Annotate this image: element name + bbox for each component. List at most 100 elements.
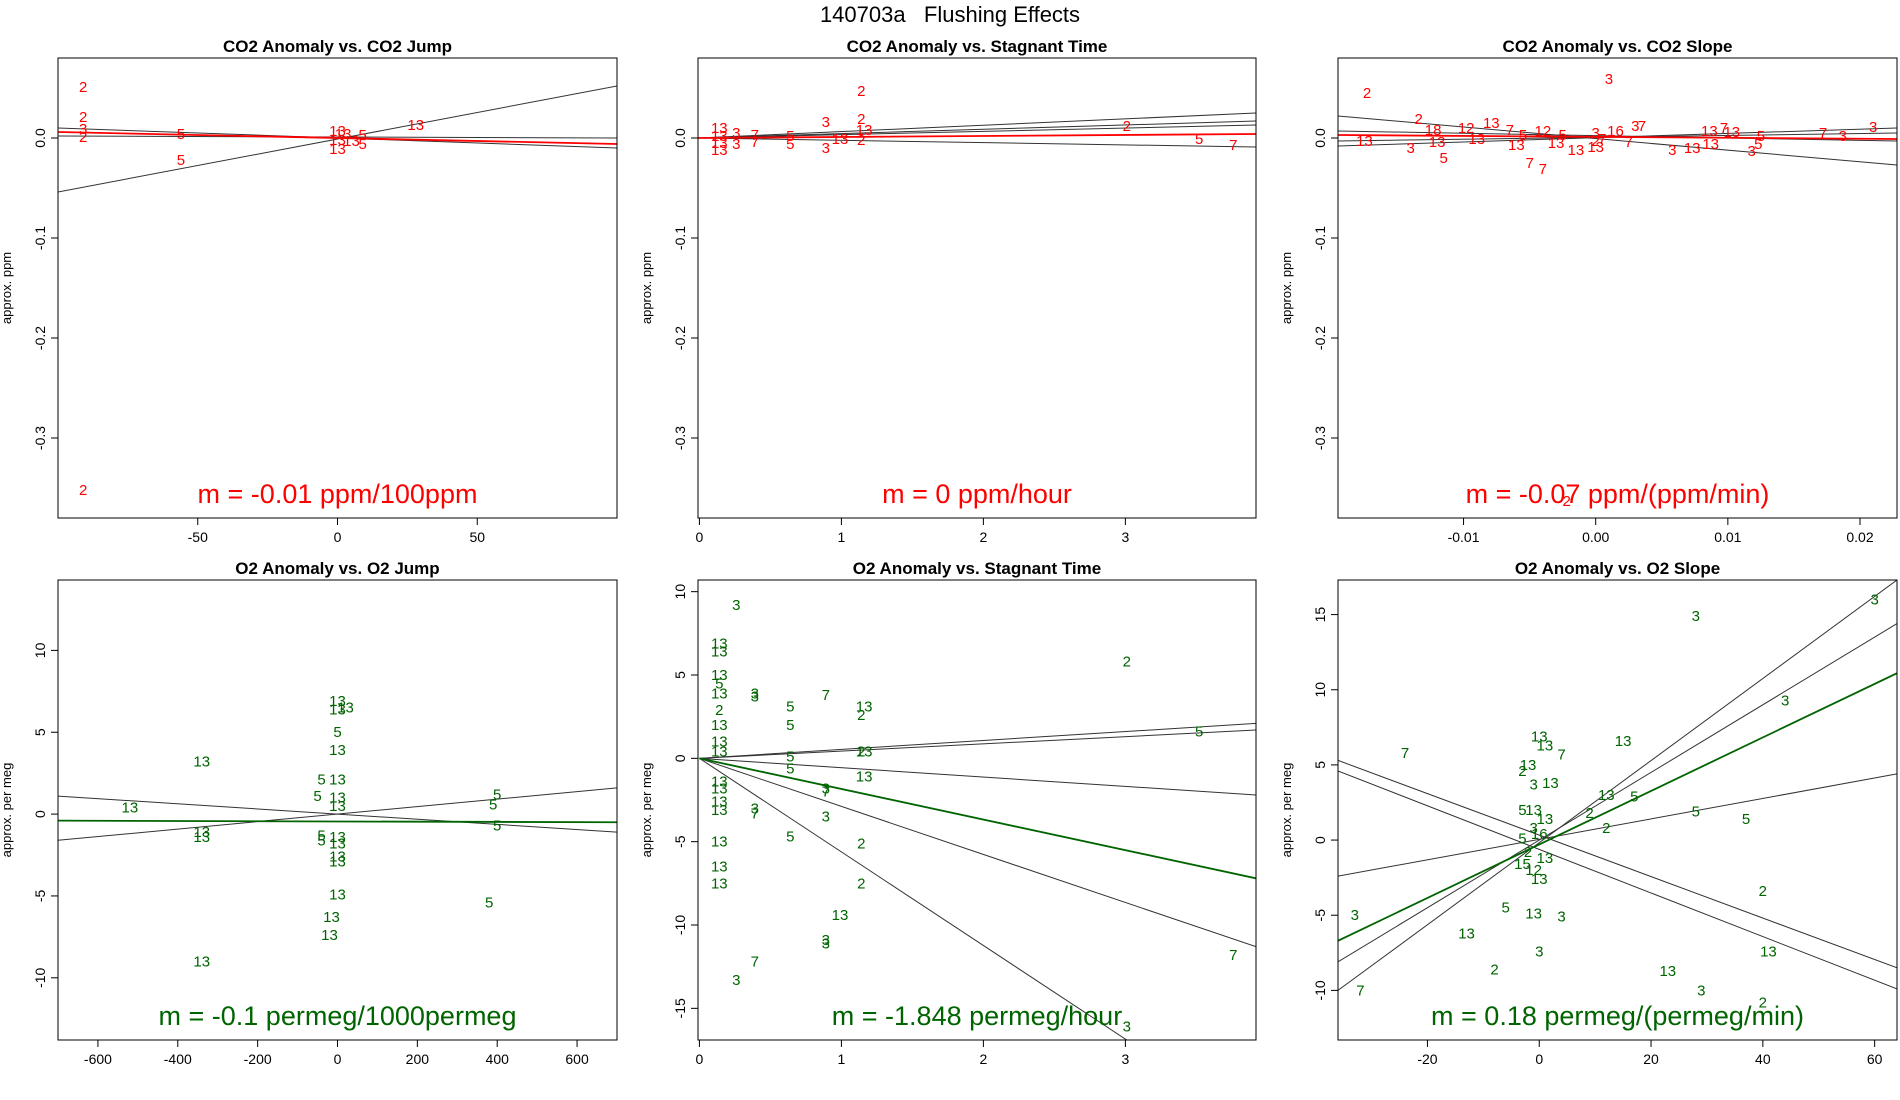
data-point: 13 bbox=[1701, 123, 1718, 140]
y-axis-label: approx. per meg bbox=[639, 763, 654, 858]
fit-line bbox=[699, 757, 1256, 948]
plot-frame bbox=[1337, 579, 1898, 1041]
data-point: 5 bbox=[786, 749, 794, 766]
data-point: 7 bbox=[751, 134, 759, 151]
data-point: 2 bbox=[1759, 994, 1767, 1011]
data-point: 15 bbox=[1514, 856, 1531, 873]
data-point: 13 bbox=[832, 907, 849, 924]
data-point: 2 bbox=[1524, 844, 1532, 861]
data-point: 2 bbox=[1602, 820, 1610, 837]
fit-lines bbox=[1338, 580, 1897, 991]
panel-6: O2 Anomaly vs. O2 Slope approx. per meg -2… bbox=[1279, 559, 1898, 1067]
data-point: 3 bbox=[732, 136, 740, 153]
mean-fit-line bbox=[58, 131, 617, 145]
panel-title: O2 Anomaly vs. Stagnant Time bbox=[853, 559, 1101, 578]
data-point: 3 bbox=[1529, 776, 1537, 793]
y-tick-label: -0.1 bbox=[672, 226, 688, 250]
data-point: 2 bbox=[857, 875, 865, 892]
data-point: 13 bbox=[711, 774, 728, 791]
data-point: 13 bbox=[343, 133, 360, 150]
x-tick-label: 0.00 bbox=[1582, 529, 1609, 545]
data-point: 13 bbox=[193, 754, 210, 771]
y-tick-label: -0.2 bbox=[1312, 326, 1328, 350]
data-point: 13 bbox=[1531, 728, 1548, 745]
fit-line bbox=[1338, 773, 1897, 877]
data-point: 5 bbox=[358, 127, 366, 144]
data-point: 3 bbox=[1870, 592, 1878, 609]
slope-annotation: m = -0.01 ppm/100ppm bbox=[198, 479, 478, 509]
y-tick-label: 0.0 bbox=[672, 128, 688, 148]
data-point: 5 bbox=[1195, 724, 1203, 741]
slope-annotation: m = -0.1 permeg/1000permeg bbox=[159, 1001, 517, 1031]
data-point: 2 bbox=[79, 79, 87, 96]
y-tick-label: -5 bbox=[32, 890, 48, 903]
fit-line bbox=[1338, 115, 1897, 166]
data-point: 3 bbox=[1557, 909, 1565, 926]
data-point: 13 bbox=[122, 800, 139, 817]
data-point: 5 bbox=[1630, 788, 1638, 805]
data-point: 5 bbox=[1754, 136, 1762, 153]
data-point: 13 bbox=[856, 769, 873, 786]
y-tick-label: -5 bbox=[1312, 909, 1328, 922]
y-tick-label: 10 bbox=[1312, 682, 1328, 698]
data-point: 13 bbox=[329, 836, 346, 853]
y-tick-label: -0.1 bbox=[1312, 226, 1328, 250]
data-point: 7 bbox=[822, 687, 830, 704]
fit-line bbox=[1338, 130, 1897, 142]
data-point: 7 bbox=[1638, 118, 1646, 135]
data-point: 3 bbox=[1529, 820, 1537, 837]
fit-line bbox=[1338, 580, 1897, 991]
x-tick-label: 2 bbox=[979, 529, 987, 545]
data-point: 13 bbox=[329, 829, 346, 846]
y-tick-label: -10 bbox=[672, 915, 688, 935]
x-tick-label: -0.01 bbox=[1448, 529, 1480, 545]
x-tick-label: 40 bbox=[1755, 1051, 1771, 1067]
data-point: 13 bbox=[1536, 737, 1553, 754]
data-point: 13 bbox=[1429, 134, 1446, 151]
x-tick-label: 0.02 bbox=[1846, 529, 1873, 545]
y-tick-label: 0 bbox=[32, 810, 48, 818]
fit-line bbox=[58, 787, 617, 841]
fit-line bbox=[699, 729, 1256, 759]
fit-line bbox=[698, 112, 1256, 139]
data-point: 5 bbox=[1742, 811, 1750, 828]
data-point: 3 bbox=[1692, 608, 1700, 625]
data-point: 13 bbox=[329, 123, 346, 140]
mean-fit-line bbox=[699, 757, 1256, 880]
y-tick-label: 10 bbox=[672, 584, 688, 600]
data-point: 13 bbox=[711, 717, 728, 734]
data-point: 5 bbox=[317, 772, 325, 789]
data-point: 3 bbox=[1631, 118, 1639, 135]
data-point: 5 bbox=[493, 786, 501, 803]
slope-annotation: m = -0.07 ppm/(ppm/min) bbox=[1466, 479, 1770, 509]
fit-line bbox=[698, 120, 1256, 139]
data-point: 3 bbox=[1747, 143, 1755, 160]
data-point: 13 bbox=[711, 128, 728, 145]
data-point: 13 bbox=[1542, 775, 1559, 792]
data-point: 3 bbox=[1351, 907, 1359, 924]
data-point: 13 bbox=[856, 122, 873, 139]
x-tick-label: 0 bbox=[1535, 1051, 1543, 1067]
data-point: 13 bbox=[1531, 871, 1548, 888]
fit-lines bbox=[58, 85, 617, 193]
data-point: 3 bbox=[1697, 982, 1705, 999]
y-tick-label: 0.0 bbox=[1312, 128, 1328, 148]
y-axis-label: approx. ppm bbox=[639, 252, 654, 324]
data-point: 13 bbox=[1520, 757, 1537, 774]
fit-line bbox=[699, 757, 1128, 1040]
data-point: 5 bbox=[177, 126, 185, 143]
data-point: 5 bbox=[177, 152, 185, 169]
y-tick-label: -0.3 bbox=[1312, 426, 1328, 450]
data-point: 13 bbox=[323, 909, 340, 926]
plot-frame bbox=[1337, 57, 1898, 519]
data-point: 13 bbox=[329, 798, 346, 815]
data-point: 2 bbox=[1414, 111, 1422, 128]
data-point: 12 bbox=[1534, 123, 1551, 140]
x-tick-label: 50 bbox=[469, 529, 485, 545]
data-point: 3 bbox=[1781, 692, 1789, 709]
data-point: 13 bbox=[1548, 135, 1565, 152]
data-point: 13 bbox=[711, 859, 728, 876]
